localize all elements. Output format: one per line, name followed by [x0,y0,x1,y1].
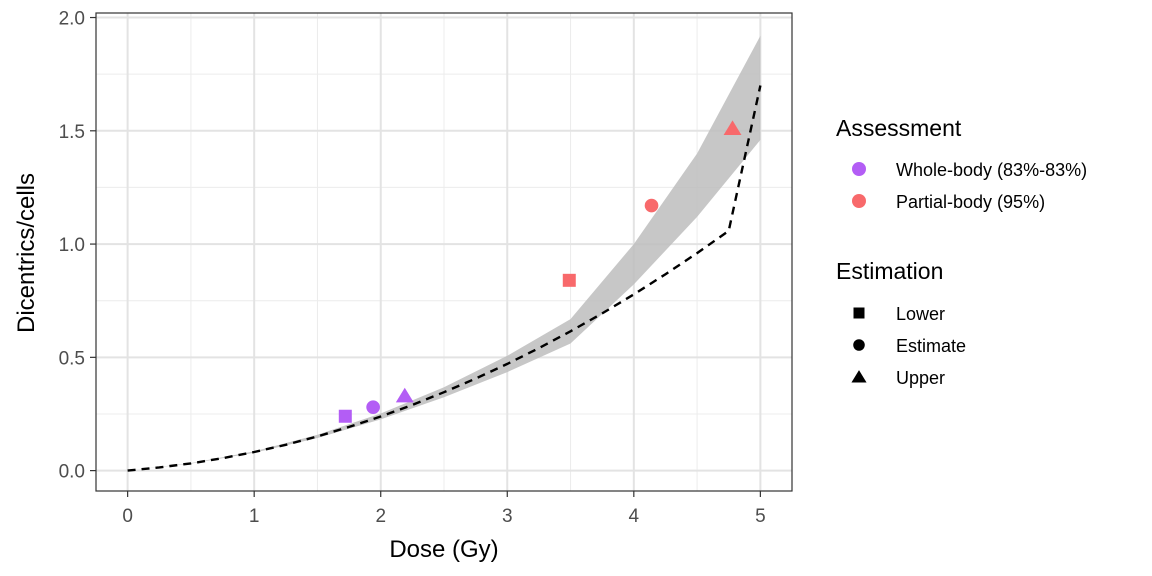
legend-estimation-entries: Lower Estimate Upper [851,304,966,388]
legend-estimation-title: Estimation [836,258,943,284]
x-tick-label: 1 [249,506,260,527]
y-axis-ticks: 0.0 0.5 1.0 1.5 2.0 [59,9,96,483]
y-tick-label: 0.5 [59,348,85,369]
x-tick-label: 2 [375,506,386,527]
legend-assessment-title: Assessment [836,115,962,141]
partial-body-estimate-point [644,198,659,213]
x-tick-label: 5 [755,506,766,527]
y-tick-label: 2.0 [59,9,85,30]
legend-estimation-label: Upper [896,368,945,388]
legend-assessment-key [852,194,866,208]
confidence-band-layer [127,35,761,471]
x-axis-ticks: 0 1 2 3 4 5 [122,491,766,527]
legend: Assessment Whole-body (83%-83%) Partial-b… [836,115,1087,388]
legend-estimation-triangle-icon [851,370,867,383]
whole-body-estimate-point [366,400,380,415]
y-tick-label: 1.0 [59,235,85,256]
legend-assessment-label: Partial-body (95%) [896,192,1045,212]
whole-body-upper-point [395,387,414,403]
y-tick-label: 0.0 [59,462,85,483]
legend-estimation-square-icon [853,307,865,319]
legend-estimation-circle-icon [853,339,865,351]
y-tick-label: 1.5 [59,122,85,143]
confidence-band [127,35,761,471]
y-axis-title: Dicentrics/cells [13,173,40,333]
partial-body-upper-point [723,120,742,136]
legend-assessment-label: Whole-body (83%-83%) [896,160,1087,180]
x-tick-label: 3 [502,506,513,527]
fitted-curve-layer [127,85,762,472]
fitted-curve [127,85,762,472]
partial-body-lower-point [562,273,576,287]
legend-estimation-label: Lower [896,304,945,324]
x-tick-label: 0 [122,506,133,527]
x-tick-label: 4 [629,506,640,527]
panel-border [95,12,793,492]
data-points-layer [338,120,742,423]
whole-body-lower-point [338,409,352,423]
x-axis-title: Dose (Gy) [389,536,498,563]
legend-assessment-key [852,162,866,176]
legend-assessment-entries: Whole-body (83%-83%) Partial-body (95%) [852,160,1087,212]
legend-estimation-label: Estimate [896,336,966,356]
